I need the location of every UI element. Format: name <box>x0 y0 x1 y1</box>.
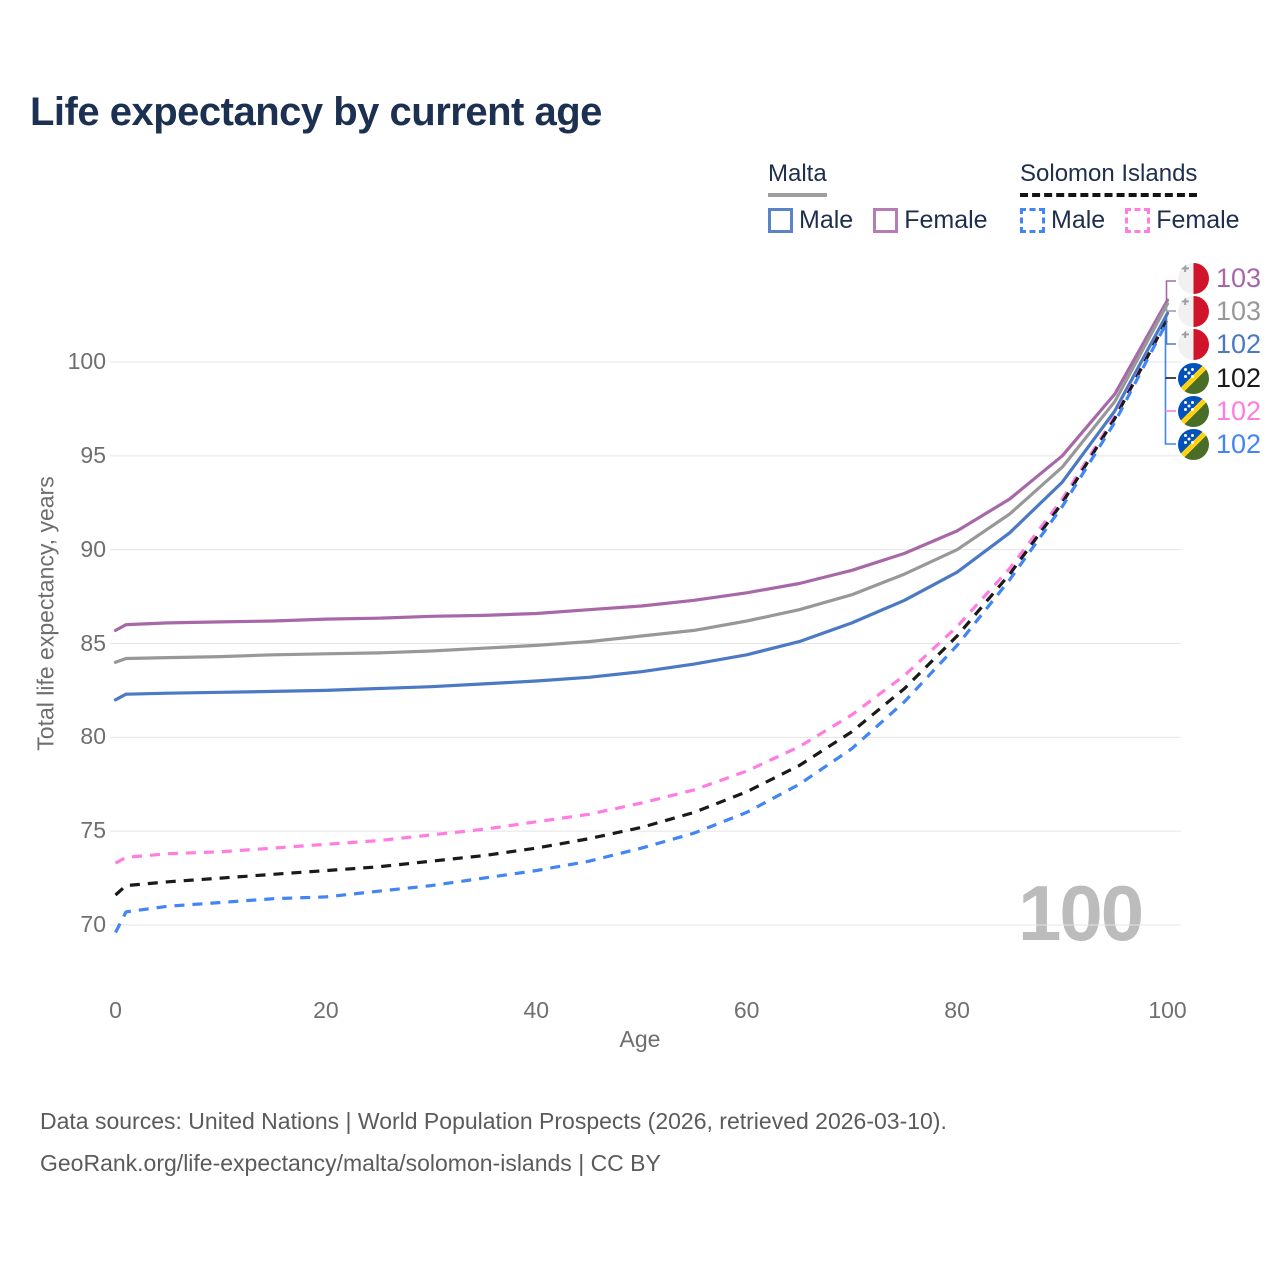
malta-flag-icon <box>1178 329 1209 360</box>
end-value: 103 <box>1216 263 1262 293</box>
page-title: Life expectancy by current age <box>30 90 602 134</box>
leader-line-malta-male <box>1165 315 1176 345</box>
data-sources-text: Data sources: United Nations | World Pop… <box>40 1108 947 1134</box>
age-counter-watermark: 100 <box>1018 869 1144 957</box>
x-tick-label-0: 0 <box>109 997 122 1023</box>
x-tick-label-80: 80 <box>944 997 970 1023</box>
y-tick-label-75: 75 <box>80 817 106 844</box>
y-tick-label-95: 95 <box>80 441 106 468</box>
end-label-solomon-islands-female: 102 <box>1178 396 1261 427</box>
end-value: 102 <box>1216 429 1262 459</box>
series-line-malta-female[interactable] <box>113 298 1170 633</box>
y-tick-label-85: 85 <box>80 629 106 656</box>
series-line-solomon-islands-female[interactable] <box>114 318 1169 865</box>
x-tick-label-60: 60 <box>733 997 760 1023</box>
legend-item-malta-female[interactable]: Female <box>873 206 988 235</box>
end-label-solomon-islands-total: 102 <box>1178 363 1261 394</box>
legend-malta-name[interactable]: Malta <box>768 160 827 197</box>
leader-line-malta-female <box>1165 280 1176 300</box>
y-tick-label-70: 70 <box>80 911 106 937</box>
end-label-malta-total: 103 <box>1178 296 1261 327</box>
y-axis-title: Total life expectancy, years <box>32 476 59 751</box>
y-tick-label-100: 100 <box>67 348 106 374</box>
end-value: 102 <box>1216 329 1262 359</box>
y-tick-label-90: 90 <box>80 535 106 562</box>
leader-line-solomon-islands-male <box>1164 325 1176 445</box>
legend-solomon-name[interactable]: Solomon Islands <box>1020 160 1198 197</box>
series-line-malta-total[interactable] <box>113 302 1170 664</box>
legend-malta-female-label: Female <box>904 206 988 234</box>
end-label-solomon-islands-male: 102 <box>1178 429 1261 460</box>
y-tick-label-80: 80 <box>80 723 106 750</box>
solomon-islands-flag-icon <box>1178 429 1209 460</box>
legend-solomon-female-label: Female <box>1156 206 1240 234</box>
malta-flag-icon <box>1178 263 1209 294</box>
legend-malta-male-label: Male <box>799 206 854 234</box>
legend-item-solomon-male[interactable]: Male <box>1020 206 1105 235</box>
series-line-solomon-islands-male[interactable] <box>114 319 1169 934</box>
legend-group-malta: Malta Male Female <box>768 160 988 235</box>
leader-line-malta-total <box>1165 306 1176 312</box>
legend-item-malta-male[interactable]: Male <box>768 206 853 235</box>
solomon-male-swatch-icon <box>1020 208 1045 233</box>
end-value: 102 <box>1216 363 1262 393</box>
series-line-malta-male[interactable] <box>113 311 1170 702</box>
solomon-islands-flag-icon <box>1178 396 1209 427</box>
malta-male-swatch-icon <box>768 208 793 233</box>
legend-group-solomon-islands: Solomon Islands Male Female <box>1020 160 1240 235</box>
legend-solomon-male-label: Male <box>1051 206 1106 234</box>
x-axis-title: Age <box>619 1026 661 1052</box>
solomon-female-swatch-icon <box>1125 208 1151 233</box>
end-label-malta-male: 102 <box>1178 329 1261 360</box>
end-label-malta-female: 103 <box>1178 263 1261 294</box>
malta-female-swatch-icon <box>873 208 899 233</box>
end-value: 103 <box>1216 296 1262 326</box>
x-tick-label-100: 100 <box>1148 997 1187 1023</box>
attribution-link-text: GeoRank.org/life-expectancy/malta/solomo… <box>40 1150 661 1176</box>
end-value: 102 <box>1216 396 1262 426</box>
x-tick-label-40: 40 <box>523 997 550 1023</box>
x-tick-label-20: 20 <box>313 997 339 1023</box>
series-line-solomon-islands-total[interactable] <box>114 318 1169 897</box>
legend-item-solomon-female[interactable]: Female <box>1125 206 1240 235</box>
malta-flag-icon <box>1178 296 1209 327</box>
solomon-islands-flag-icon <box>1178 363 1209 394</box>
